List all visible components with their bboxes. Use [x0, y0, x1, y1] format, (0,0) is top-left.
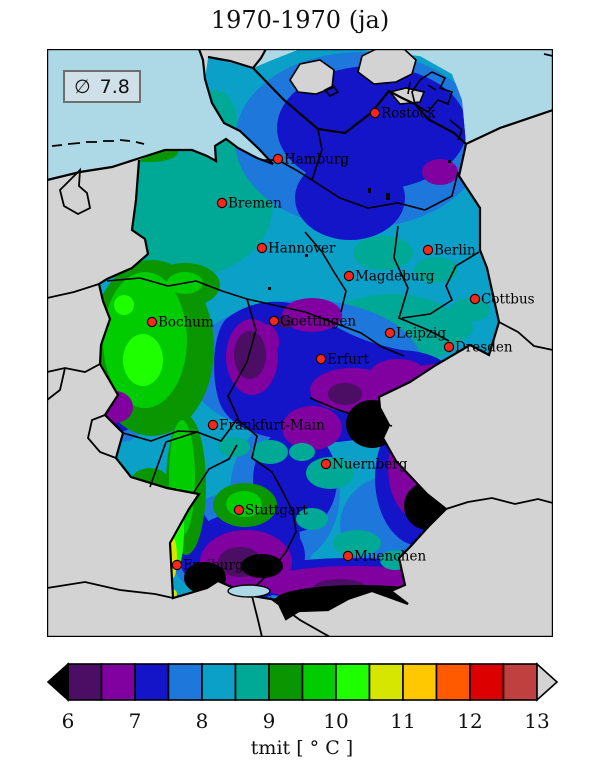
city-label: Erfurt	[327, 352, 369, 368]
city-label: Nuernberg	[332, 457, 408, 473]
city-marker-stuttgart: Stuttgart	[233, 503, 308, 519]
city-marker-frankfurt-main: Frankfurt-Main	[207, 418, 325, 434]
mean-symbol: ∅	[74, 75, 91, 98]
city-marker-goettingen: Goettingen	[268, 314, 356, 330]
city-label: Frankfurt-Main	[219, 418, 325, 434]
danish-islands	[289, 48, 426, 105]
colorbar-segments	[46, 662, 559, 702]
colorbar-segment	[335, 663, 371, 701]
city-dot	[216, 197, 228, 209]
city-label: Freiburg	[183, 558, 244, 574]
city-label: Stuttgart	[245, 503, 308, 519]
ruegen-outline	[323, 71, 463, 141]
map-area: Rostock Hamburg Bremen Hannover Berlin Magdeb…	[45, 47, 555, 639]
city-dot	[233, 504, 245, 516]
city-marker-dresden: Dresden	[443, 340, 513, 356]
city-marker-bochum: Bochum	[146, 315, 214, 331]
city-dot	[268, 315, 280, 327]
colorbar-tick: 13	[524, 709, 549, 733]
city-marker-bremen: Bremen	[216, 196, 282, 212]
colorbar-label: tmit [ ° C ]	[251, 737, 353, 759]
colorbar-ticks: 6 7 8 9 10 11 12 13	[62, 709, 550, 733]
city-label: Goettingen	[280, 314, 356, 330]
figure-title: 1970-1970 (ja)	[210, 6, 390, 34]
city-marker-nuernberg: Nuernberg	[320, 457, 408, 473]
colorbar-under-arrow	[46, 662, 69, 702]
colorbar-tick: 11	[390, 709, 415, 733]
city-dot	[315, 353, 327, 365]
city-dot	[369, 107, 381, 119]
colorbar-segment	[167, 663, 203, 701]
colorbar-tick: 9	[263, 709, 276, 733]
colorbar-segment	[402, 663, 438, 701]
colorbar-segment	[469, 663, 505, 701]
city-label: Magdeburg	[355, 269, 435, 285]
city-dot	[422, 244, 434, 256]
city-label: Bremen	[228, 196, 282, 212]
mean-value: 7.8	[99, 75, 130, 98]
city-dot	[171, 559, 183, 571]
city-label: Muenchen	[354, 549, 426, 565]
colorbar-segment	[268, 663, 304, 701]
colorbar: 6 7 8 9 10 11 12 13 tmit [ ° C ]	[46, 662, 559, 759]
colorbar-tick: 7	[129, 709, 142, 733]
mean-badge: ∅ 7.8	[63, 70, 141, 103]
lake-constance	[227, 584, 271, 598]
colorbar-tick: 8	[196, 709, 209, 733]
city-dot	[272, 153, 284, 165]
colorbar-segment	[368, 663, 404, 701]
city-dot	[256, 242, 268, 254]
colorbar-segment	[201, 663, 237, 701]
germany-temperature-map: Rostock Hamburg Bremen Hannover Berlin Magdeb…	[45, 47, 555, 639]
city-marker-leipzig: Leipzig	[384, 326, 446, 342]
colorbar-segment	[67, 663, 103, 701]
city-label: Berlin	[434, 243, 476, 259]
germany-denmark-border	[207, 55, 254, 70]
city-marker-freiburg: Freiburg	[171, 558, 244, 574]
city-marker-erfurt: Erfurt	[315, 352, 369, 368]
colorbar-segment	[502, 663, 538, 701]
colorbar-segment	[234, 663, 270, 701]
colorbar-segment	[301, 663, 337, 701]
country-borders	[46, 53, 554, 638]
coastline-west	[46, 48, 274, 182]
colorbar-segment	[100, 663, 136, 701]
city-label: Rostock	[381, 106, 436, 122]
colorbar-segment	[435, 663, 471, 701]
city-markers: Rostock Hamburg Bremen Hannover Berlin Magdeb…	[146, 106, 535, 574]
city-dot	[343, 270, 355, 282]
colorbar-area: 6 7 8 9 10 11 12 13 tmit [ ° C ]	[0, 650, 600, 780]
colorbar-over-arrow	[536, 662, 559, 702]
colorbar-tick: 12	[457, 709, 482, 733]
city-dot	[342, 550, 354, 562]
coastline-east	[251, 48, 554, 146]
colorbar-segment	[134, 663, 170, 701]
city-marker-cottbus: Cottbus	[469, 292, 535, 308]
city-label: Cottbus	[481, 292, 535, 308]
city-marker-berlin: Berlin	[422, 243, 476, 259]
city-label: Leipzig	[396, 326, 446, 342]
city-dot	[320, 458, 332, 470]
city-marker-hannover: Hannover	[256, 241, 336, 257]
city-label: Hamburg	[284, 152, 349, 168]
city-dot	[207, 419, 219, 431]
city-marker-hamburg: Hamburg	[272, 152, 349, 168]
city-dot	[469, 293, 481, 305]
city-label: Bochum	[158, 315, 214, 331]
city-dot	[384, 327, 396, 339]
city-dot	[146, 316, 158, 328]
colorbar-tick: 10	[323, 709, 348, 733]
city-dot	[443, 341, 455, 353]
city-label: Hannover	[268, 241, 336, 257]
city-marker-rostock: Rostock	[369, 106, 436, 122]
city-label: Dresden	[455, 340, 513, 356]
colorbar-tick: 6	[62, 709, 75, 733]
city-marker-muenchen: Muenchen	[342, 549, 426, 565]
city-marker-magdeburg: Magdeburg	[343, 269, 435, 285]
